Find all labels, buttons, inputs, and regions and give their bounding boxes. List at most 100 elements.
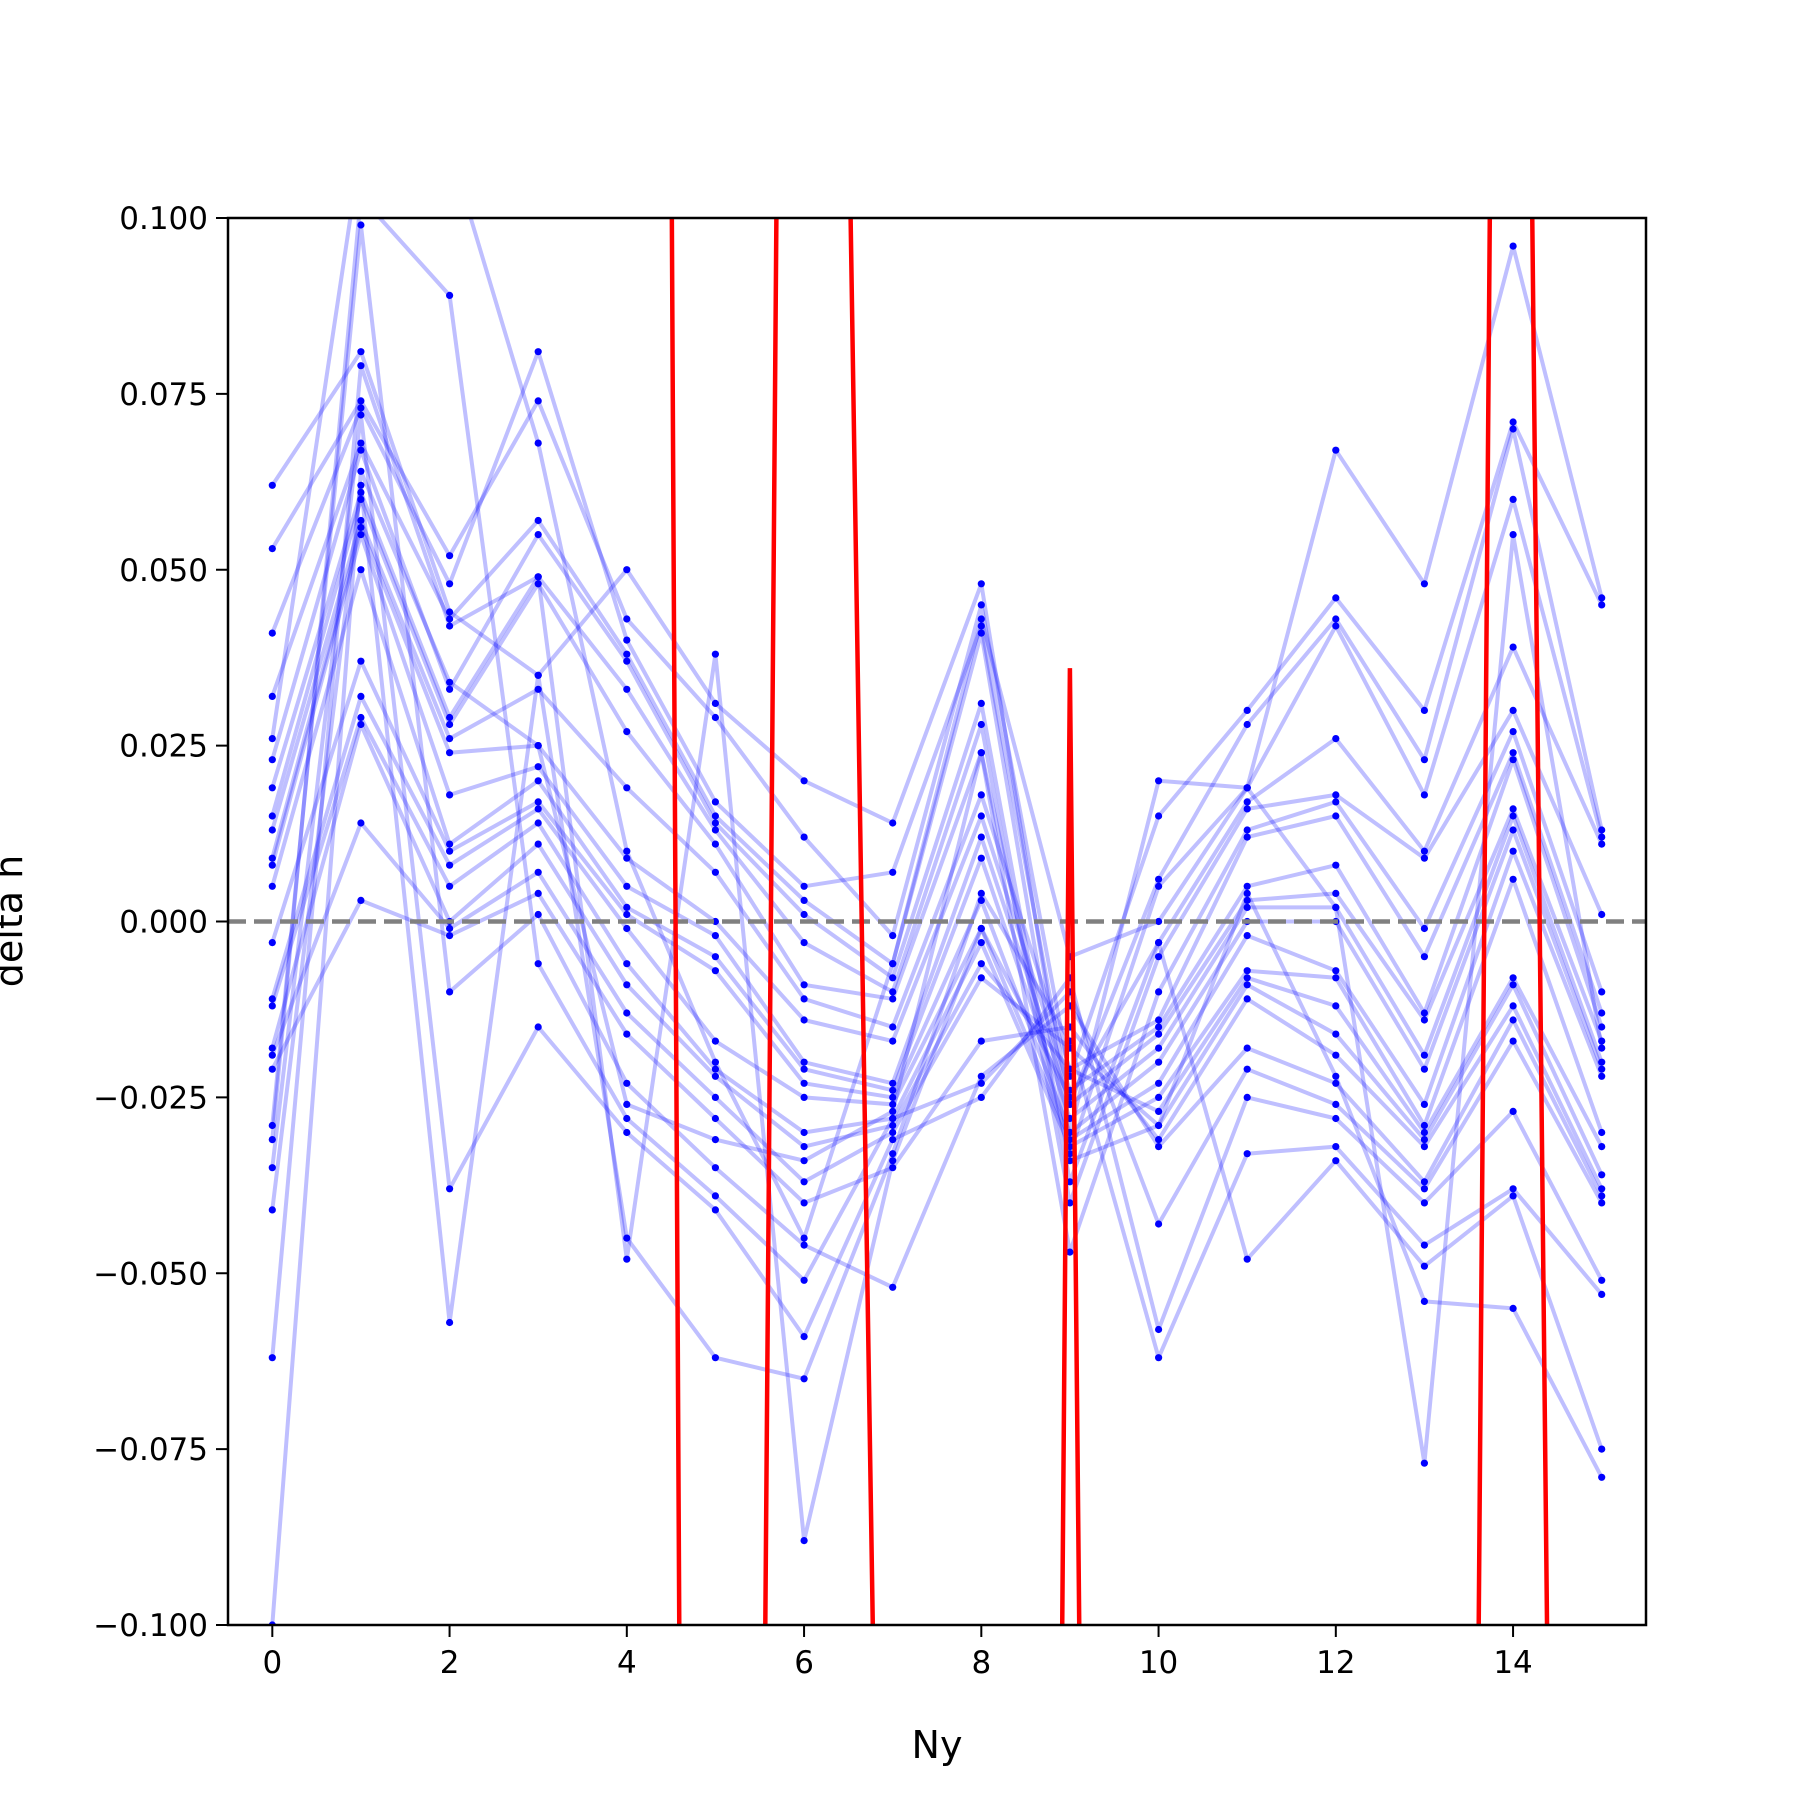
data-point	[889, 1079, 897, 1087]
data-point	[446, 615, 454, 623]
data-point	[1332, 812, 1340, 820]
data-point	[800, 896, 808, 905]
data-point	[1332, 861, 1340, 869]
data-point	[534, 742, 542, 750]
data-point	[446, 932, 454, 940]
data-point	[623, 784, 631, 792]
y-tick-label: 0.050	[119, 553, 208, 589]
data-point	[1155, 917, 1163, 926]
data-point	[1243, 706, 1251, 715]
data-point	[357, 692, 365, 701]
data-point	[1420, 1051, 1428, 1059]
data-point	[1066, 1178, 1074, 1186]
data-point	[1155, 875, 1163, 883]
data-point	[1155, 1023, 1163, 1031]
data-point	[1420, 1199, 1428, 1207]
x-tick-label: 8	[971, 1645, 991, 1681]
data-point	[889, 819, 897, 827]
data-point	[357, 896, 365, 905]
data-point	[1155, 1030, 1163, 1038]
data-point	[534, 840, 542, 848]
data-point	[1420, 1262, 1428, 1270]
data-point	[357, 467, 365, 475]
data-point	[623, 1079, 631, 1087]
data-point	[1332, 1072, 1340, 1080]
data-point	[1509, 1016, 1517, 1024]
data-point	[268, 826, 276, 834]
data-point	[1509, 756, 1517, 764]
data-point	[889, 1128, 897, 1137]
data-point	[357, 495, 365, 503]
data-point	[268, 1051, 276, 1059]
data-point	[889, 974, 897, 982]
data-point	[534, 580, 542, 588]
data-point	[446, 144, 453, 151]
data-point	[1243, 974, 1251, 982]
data-point	[1243, 995, 1251, 1003]
realization-line-4	[270, 448, 1604, 1184]
data-point	[1598, 1192, 1606, 1200]
data-point	[1509, 425, 1517, 433]
data-point	[1243, 1255, 1251, 1263]
data-point	[800, 1157, 808, 1165]
data-point	[1509, 1192, 1517, 1200]
data-point	[1243, 1150, 1251, 1158]
y-tick-label: 0.000	[119, 905, 208, 941]
data-point	[268, 1121, 276, 1130]
data-point	[800, 882, 808, 890]
data-point	[1155, 939, 1163, 947]
data-point	[268, 1044, 276, 1052]
realization-line-14	[270, 722, 1604, 1149]
data-point	[1509, 643, 1517, 651]
data-point	[534, 960, 542, 968]
data-point	[1420, 1016, 1428, 1024]
data-point	[977, 622, 985, 630]
data-point	[711, 1136, 720, 1144]
data-point	[711, 819, 720, 827]
data-point	[800, 1016, 808, 1024]
data-point	[446, 988, 454, 996]
data-point	[1332, 615, 1340, 623]
data-point	[1509, 242, 1517, 250]
data-point	[1420, 1185, 1428, 1193]
data-point	[1598, 1290, 1606, 1298]
data-point	[1509, 495, 1517, 503]
data-point	[711, 1093, 720, 1101]
data-point	[534, 889, 542, 898]
data-point	[623, 1030, 631, 1038]
data-point	[1598, 1023, 1606, 1031]
data-point	[889, 1093, 897, 1101]
data-point	[357, 144, 364, 151]
data-point	[1598, 988, 1606, 996]
data-point	[1420, 1297, 1428, 1305]
data-point	[268, 854, 276, 862]
y-axis-label: delta h	[0, 855, 31, 987]
data-point	[1509, 826, 1517, 834]
data-point	[268, 1065, 276, 1073]
data-point	[623, 566, 631, 574]
data-point	[623, 910, 631, 919]
data-point	[1509, 1037, 1517, 1045]
data-point	[446, 608, 454, 616]
data-point	[1155, 1136, 1163, 1144]
realization-line-20	[270, 483, 1604, 1381]
data-point	[977, 601, 985, 609]
x-tick-label: 12	[1316, 1645, 1355, 1681]
data-point	[889, 1086, 897, 1094]
data-point	[977, 1093, 985, 1101]
data-point	[977, 580, 985, 588]
data-point	[357, 488, 365, 496]
data-point	[1332, 594, 1340, 602]
data-point	[1332, 1157, 1340, 1165]
data-point	[889, 1114, 897, 1123]
data-point	[800, 833, 808, 841]
data-point	[623, 615, 631, 623]
data-point	[1509, 1304, 1517, 1312]
data-point	[977, 1072, 985, 1080]
data-point	[623, 1128, 631, 1137]
data-point	[446, 924, 454, 933]
data-point	[1598, 1009, 1606, 1017]
data-point	[534, 819, 542, 827]
data-point	[446, 580, 454, 588]
data-point	[1155, 1143, 1163, 1151]
